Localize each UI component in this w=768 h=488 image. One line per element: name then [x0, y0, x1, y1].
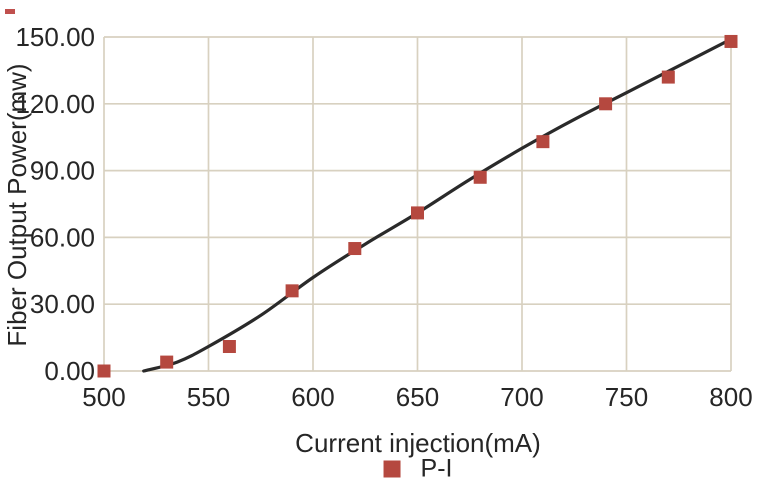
y-tick-label: 60.00: [30, 222, 95, 252]
x-tick-label: 700: [500, 382, 543, 412]
x-tick-label: 750: [605, 382, 648, 412]
x-tick-label: 650: [396, 382, 439, 412]
data-point-marker: [661, 70, 675, 84]
y-tick-label: 30.00: [30, 289, 95, 319]
y-tick-label: 120.00: [15, 89, 95, 119]
x-tick-label: 800: [709, 382, 752, 412]
data-point-marker: [285, 284, 299, 298]
data-point-marker: [724, 34, 738, 48]
x-axis-title: Current injection(mA): [295, 428, 541, 458]
data-point-marker: [473, 170, 487, 184]
x-tick-label: 600: [291, 382, 334, 412]
stray-red-mark: [5, 9, 15, 14]
legend: P-I: [383, 454, 453, 483]
data-point-marker: [348, 242, 362, 256]
x-tick-label: 550: [187, 382, 230, 412]
data-point-marker: [160, 355, 174, 369]
trend-curve: [142, 37, 733, 373]
legend-label: P-I: [420, 454, 453, 483]
data-point-marker: [97, 364, 111, 378]
x-tick-label: 500: [82, 382, 125, 412]
data-point-marker: [411, 206, 424, 220]
y-tick-label: 150.00: [15, 22, 95, 52]
data-point-marker: [222, 340, 236, 354]
y-axis-title: Fiber Output Power(mw): [2, 63, 32, 347]
y-tick-label: 90.00: [30, 156, 95, 186]
data-point-marker: [536, 135, 550, 149]
data-point-marker: [599, 97, 613, 111]
y-tick-label: 0.00: [44, 356, 95, 386]
legend-marker-icon: [383, 460, 401, 478]
